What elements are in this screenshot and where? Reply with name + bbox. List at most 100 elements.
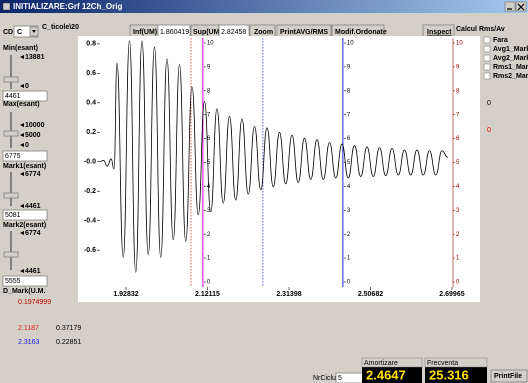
tick-arrow [20,269,24,273]
modif-label: Modif.Ordonate [335,29,387,36]
tick-arrow [20,55,24,59]
waveform [100,40,448,273]
y-tick-label: -0.4 [84,218,96,225]
mark1-value: 5081 [5,212,21,219]
chart: 0.8 0.6 0.4 0.2 -0.0 -0.2 -0.4 -0.6 1.92832 2.121… [84,38,465,298]
min-top: 13881 [25,54,45,61]
scale-tick-label: 5 [347,160,351,166]
y-tick-label: -0.6 [84,247,96,254]
y-tick-label: 0.4 [86,100,96,107]
checkbox[interactable] [483,72,491,80]
app-icon [2,2,11,11]
close-icon [517,3,525,11]
min-bottom: 0 [25,83,29,90]
print-file-label: PrintFile [494,373,522,380]
scale-tick-label: 7 [207,112,211,118]
combo-arrow [32,30,36,33]
mark1-time: 2.1187 [18,325,39,332]
max-bottom: 0 [25,142,29,149]
scale-tick-label: 5 [207,160,211,166]
right-panel: 0 0 Fara Avg1_Mark Avg2_Mark Rms1_Mark Rms2_… [483,36,528,134]
mark2-label: Mark2(esant) [3,222,46,229]
scale-tick-label: 6 [456,136,460,142]
freq-label: Frecventa [427,360,458,367]
scale-tick-label: 0 [456,280,460,286]
sup-label: Sup(UM) [193,29,222,36]
slider-thumb[interactable] [3,76,19,83]
freq-header [424,357,488,368]
scale-tick-label: 8 [207,88,211,94]
y-tick-label: -0.2 [84,188,96,195]
cycles-value: 5 [338,375,342,382]
y-tick-label: -0.0 [84,159,96,166]
tick-arrow [20,84,24,88]
mark1-bottom: 4461 [25,203,41,210]
scale-tick-label: 5 [456,160,460,166]
checkbox[interactable] [483,54,491,62]
tick-arrow [20,231,24,235]
tick-arrow [20,204,24,208]
y-tick-label: 0.6 [86,70,96,77]
checkbox-label: Fara [493,37,508,44]
mark2-stat: 0.22851 [56,339,81,346]
mark2-time: 2.3163 [18,339,40,346]
dmark-value: 0.1974999 [18,299,51,306]
max-mid: 5000 [25,132,41,139]
max-input[interactable] [2,150,48,162]
minimize-button[interactable] [504,1,516,12]
y-tick-label: 0.2 [86,129,96,136]
sup-value: 2.82458 [221,29,246,36]
scale-tick-label: 1 [347,256,351,262]
mark2-value: 5555 [5,278,21,285]
inf-value: 1.860419 [160,29,189,36]
scale-tick-label: 2 [207,232,211,238]
scale-tick-label: 8 [347,88,351,94]
scale-tick-label: 9 [207,64,211,70]
damping-label: Amortizare [364,360,398,367]
checkbox[interactable] [483,36,491,44]
checkbox[interactable] [483,63,491,71]
print-avg-label: PrintAVG/RMS [280,29,328,36]
scale-tick-label: 10 [207,41,214,47]
mark1-label: Mark1(esant) [3,163,46,170]
slider-thumb[interactable] [3,130,19,137]
x-tick-label: 2.50682 [358,291,383,298]
path-label: C_ticole\20 [42,24,79,31]
tick-arrow [20,133,24,137]
mark1-input[interactable] [2,209,48,221]
scale-tick-label: 8 [456,88,460,94]
checkbox-label: Avg1_Mark [493,46,528,53]
tick-arrow [20,172,24,176]
scale-tick-label: 7 [347,112,351,118]
print-file-button[interactable] [490,369,528,383]
slider-thumb[interactable] [3,251,19,258]
slider-thumb[interactable] [3,192,19,199]
value-1: 0 [487,100,491,107]
scale-tick-label: 9 [456,64,460,70]
scale-tick-label: 4 [347,184,351,190]
x-tick-label: 2.69965 [439,291,464,298]
calcul-label: Calcul Rms/Av [456,26,505,33]
y-tick-label: 0.8 [86,41,96,48]
mark1-top: 6774 [25,171,41,178]
mark2-top: 6774 [25,230,41,237]
zoom-label: Zoom [254,29,273,36]
scale-tick-label: 4 [456,184,460,190]
scale-tick-label: 0 [347,280,351,286]
checkbox[interactable] [483,45,491,53]
freq-value: 25.316 [429,367,469,382]
scale-tick-label: 7 [456,112,460,118]
max-top: 10000 [25,122,45,129]
left-panel: Min(esant) 13881 0 4461 Max(esant) 10000… [2,45,81,346]
scale-tick-label: 6 [347,136,351,142]
min-input[interactable] [2,90,48,102]
scale-tick-label: 10 [347,41,354,47]
x-tick-label: 2.31398 [276,291,301,298]
cycles-label: NrCiclui [313,375,338,382]
min-label: Min(esant) [3,45,38,52]
inspect-label: Inspect [427,29,452,36]
inf-label: Inf(UM) [133,29,157,36]
scale-tick-label: 1 [456,256,460,262]
mark2-input[interactable] [2,275,48,287]
